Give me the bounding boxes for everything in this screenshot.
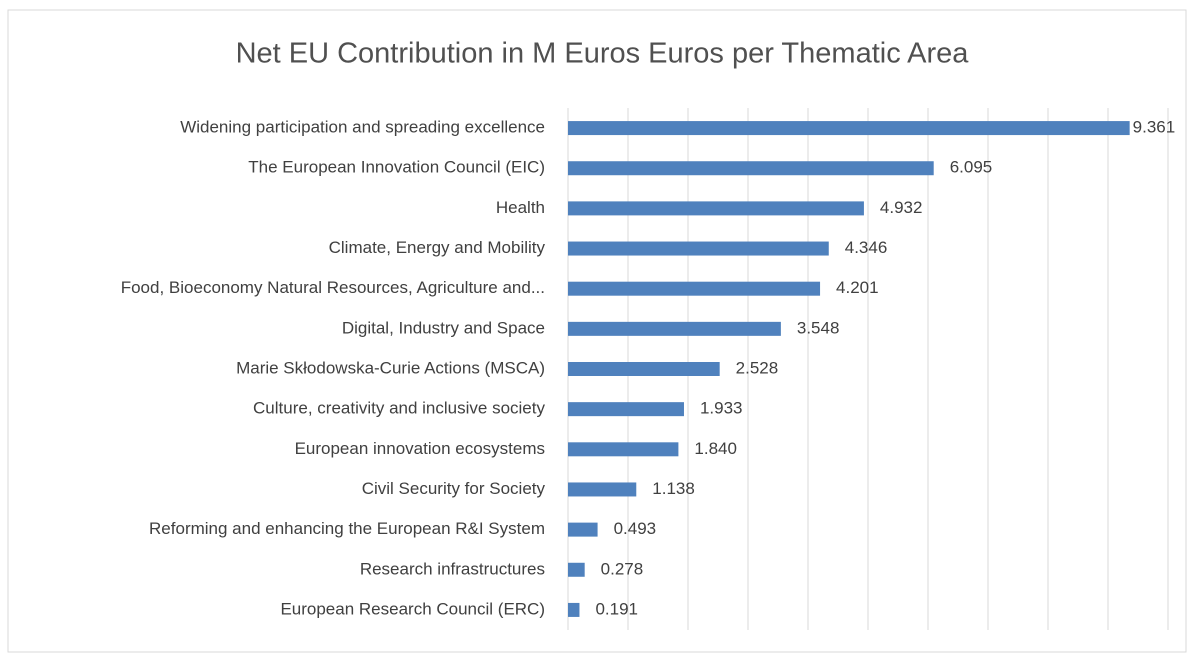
bar [568,402,684,417]
bar [568,161,934,176]
y-tick-label: Culture, creativity and inclusive societ… [253,399,545,418]
y-tick-label: Marie Skłodowska-Curie Actions (MSCA) [236,358,545,377]
data-label: 0.191 [595,599,638,618]
data-label: 9.361 [1133,118,1176,137]
bar [568,482,637,497]
y-tick-label: The European Innovation Council (EIC) [248,158,545,177]
bar [568,201,864,216]
bar [568,281,821,296]
data-label: 6.095 [950,158,993,177]
data-label: 0.278 [601,559,644,578]
y-tick-label: Civil Security for Society [362,479,546,498]
y-tick-label: European Research Council (ERC) [280,599,545,618]
bar [568,241,829,256]
y-tick-label: Widening participation and spreading exc… [180,118,545,137]
bar [568,321,781,336]
bar [568,362,720,376]
y-tick-label: Climate, Energy and Mobility [329,238,546,257]
y-tick-label: Digital, Industry and Space [342,318,545,337]
y-tick-label: Reforming and enhancing the European R&I… [149,519,545,538]
y-tick-label: Research infrastructures [360,559,545,578]
data-label: 3.548 [797,318,840,337]
y-tick-label: Food, Bioeconomy Natural Resources, Agri… [121,278,545,297]
y-tick-label: Health [496,198,545,217]
y-tick-label: European innovation ecosystems [295,439,545,458]
bar [568,602,580,617]
bar [568,522,598,537]
bar [568,562,585,577]
data-label: 0.493 [614,519,657,538]
data-label: 4.932 [880,198,923,217]
chart-title: Net EU Contribution in M Euros Euros per… [236,38,970,70]
bar [568,442,679,457]
data-label: 1.840 [694,439,737,458]
data-label: 1.933 [700,399,743,418]
data-label: 4.346 [845,238,888,257]
bar [568,121,1130,136]
data-label: 2.528 [736,358,779,377]
data-label: 1.138 [652,479,695,498]
data-label: 4.201 [836,278,879,297]
